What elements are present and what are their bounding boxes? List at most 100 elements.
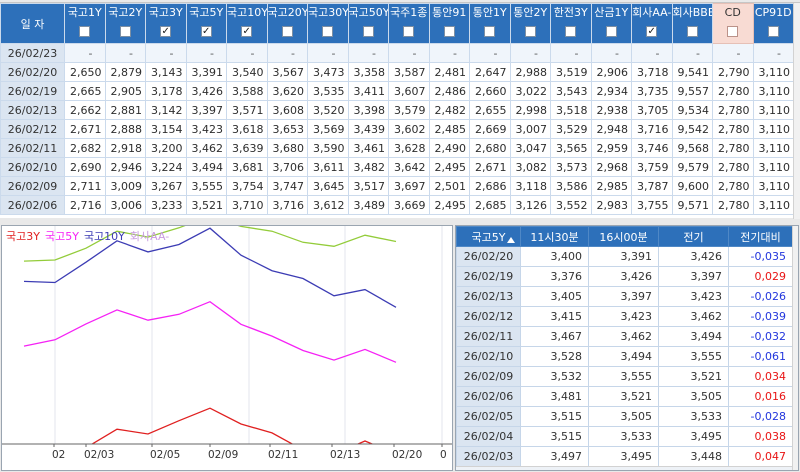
value-cell: 2,485 bbox=[428, 119, 470, 139]
column-header-CD[interactable]: CD bbox=[712, 3, 754, 44]
rate-table-vertical-scrollbar[interactable] bbox=[793, 3, 800, 219]
quote-row[interactable]: 26/02/06 3,481 3,521 3,505 0,016 bbox=[456, 386, 793, 407]
column-header-국주1종[interactable]: 국주1종 bbox=[388, 3, 430, 44]
column-checkbox[interactable]: ✓ bbox=[160, 25, 172, 37]
table-row[interactable]: 26/02/10 2,690 2,946 3,224 3,494 3,681 3,706 3,… bbox=[0, 157, 794, 177]
value-cell: 3,705 bbox=[631, 100, 673, 120]
column-checkbox[interactable] bbox=[605, 25, 617, 37]
quote-date-cell: 26/02/10 bbox=[456, 346, 521, 367]
column-checkbox[interactable]: ✓ bbox=[200, 25, 212, 37]
column-header-한전3Y[interactable]: 한전3Y bbox=[550, 3, 592, 44]
column-checkbox[interactable] bbox=[79, 25, 91, 37]
rate-table-panel: 일 자 국고1Y 국고2Y 국고3Y ✓ 국고5Y ✓ 국고10Y ✓ 국고20Y 국고30Y 국고5… bbox=[0, 2, 800, 219]
value-cell: 2,780 bbox=[712, 176, 754, 196]
column-checkbox[interactable] bbox=[403, 25, 415, 37]
checkbox-wrap bbox=[106, 21, 145, 41]
checkbox-wrap bbox=[551, 21, 590, 41]
quote-date-cell: 26/02/19 bbox=[456, 266, 521, 287]
column-header-CP91D[interactable]: CP91D bbox=[752, 3, 794, 44]
value-cell: 3,543 bbox=[550, 81, 592, 101]
quote-row[interactable]: 26/02/19 3,376 3,426 3,397 0,029 bbox=[456, 266, 793, 287]
quote-col-1130[interactable]: 11시30분 bbox=[520, 226, 589, 247]
column-header-회사BBB-[interactable]: 회사BBB- bbox=[671, 3, 713, 44]
column-checkbox[interactable] bbox=[281, 25, 293, 37]
value-cell: 2,934 bbox=[590, 81, 632, 101]
column-checkbox[interactable] bbox=[727, 25, 739, 37]
x-axis-label: 02/03 bbox=[84, 449, 114, 461]
column-checkbox[interactable] bbox=[767, 25, 779, 37]
table-row[interactable]: 26/02/11 2,682 2,918 3,200 3,462 3,639 3,680 3,… bbox=[0, 138, 794, 158]
value-cell: 3,567 bbox=[266, 62, 308, 82]
quote-row[interactable]: 26/02/20 3,400 3,391 3,426 -0,035 bbox=[456, 246, 793, 267]
quote-row[interactable]: 26/02/04 3,515 3,533 3,495 0,038 bbox=[456, 426, 793, 447]
column-header-국고10Y[interactable]: 국고10Y ✓ bbox=[226, 3, 268, 44]
column-checkbox[interactable]: ✓ bbox=[241, 25, 253, 37]
quote-table-vertical-scrollbar[interactable] bbox=[792, 226, 798, 470]
quote-change-cell: -0,061 bbox=[728, 346, 793, 367]
value-cell: - bbox=[428, 43, 470, 63]
quote-instrument-header[interactable]: 국고5Y bbox=[456, 226, 521, 247]
date-column-header[interactable]: 일 자 bbox=[0, 3, 65, 44]
quote-row[interactable]: 26/02/11 3,467 3,462 3,494 -0,032 bbox=[456, 326, 793, 347]
table-row[interactable]: 26/02/19 2,665 2,905 3,178 3,426 3,588 3,620 3,… bbox=[0, 81, 794, 101]
column-header-국고3Y[interactable]: 국고3Y ✓ bbox=[145, 3, 187, 44]
column-checkbox[interactable] bbox=[686, 25, 698, 37]
table-row[interactable]: 26/02/20 2,650 2,879 3,143 3,391 3,540 3,567 3,… bbox=[0, 62, 794, 82]
column-checkbox[interactable] bbox=[322, 25, 334, 37]
value-cell: 2,948 bbox=[590, 119, 632, 139]
quote-prev-cell: 3,495 bbox=[658, 426, 729, 447]
column-header-국고30Y[interactable]: 국고30Y bbox=[307, 3, 349, 44]
quote-1600-cell: 3,505 bbox=[588, 406, 659, 427]
checkbox-wrap bbox=[65, 21, 104, 41]
column-checkbox[interactable] bbox=[443, 25, 455, 37]
column-checkbox[interactable] bbox=[524, 25, 536, 37]
column-checkbox[interactable] bbox=[565, 25, 577, 37]
column-header-국고5Y[interactable]: 국고5Y ✓ bbox=[185, 3, 227, 44]
value-cell: 3,628 bbox=[388, 138, 430, 158]
column-checkbox[interactable]: ✓ bbox=[646, 25, 658, 37]
table-row[interactable]: 26/02/09 2,711 3,009 3,267 3,555 3,754 3,747 3,… bbox=[0, 176, 794, 196]
column-checkbox[interactable] bbox=[119, 25, 131, 37]
quote-row[interactable]: 26/02/13 3,405 3,397 3,423 -0,026 bbox=[456, 286, 793, 307]
quote-row[interactable]: 26/02/12 3,415 3,423 3,462 -0,039 bbox=[456, 306, 793, 327]
column-label: 국고1Y bbox=[67, 6, 102, 19]
quote-col-1600[interactable]: 16시00분 bbox=[588, 226, 659, 247]
value-cell: 3,529 bbox=[550, 119, 592, 139]
column-header-통안2Y[interactable]: 통안2Y bbox=[509, 3, 551, 44]
value-cell: 2,669 bbox=[469, 119, 511, 139]
quote-row[interactable]: 26/02/09 3,532 3,555 3,521 0,034 bbox=[456, 366, 793, 387]
quote-table-horizontal-scrollbar[interactable] bbox=[456, 466, 792, 470]
quote-1130-cell: 3,532 bbox=[520, 366, 589, 387]
quote-col-change[interactable]: 전기대비 bbox=[728, 226, 793, 247]
column-header-국고20Y[interactable]: 국고20Y bbox=[266, 3, 308, 44]
value-cell: 3,517 bbox=[347, 176, 389, 196]
table-row[interactable]: 26/02/13 2,662 2,881 3,142 3,397 3,571 3,608 3,… bbox=[0, 100, 794, 120]
column-header-국고1Y[interactable]: 국고1Y bbox=[64, 3, 106, 44]
quote-date-cell: 26/02/12 bbox=[456, 306, 521, 327]
column-header-통안1Y[interactable]: 통안1Y bbox=[469, 3, 511, 44]
column-header-산금1Y[interactable]: 산금1Y bbox=[590, 3, 632, 44]
quote-row[interactable]: 26/02/10 3,528 3,494 3,555 -0,061 bbox=[456, 346, 793, 367]
value-cell: 2,481 bbox=[428, 62, 470, 82]
quote-1130-cell: 3,497 bbox=[520, 446, 589, 467]
sort-ascending-icon bbox=[507, 237, 515, 243]
quote-row[interactable]: 26/02/05 3,515 3,505 3,533 -0,028 bbox=[456, 406, 793, 427]
value-cell: 3,423 bbox=[185, 119, 227, 139]
column-checkbox[interactable] bbox=[362, 25, 374, 37]
column-checkbox[interactable] bbox=[484, 25, 496, 37]
quote-prev-cell: 3,397 bbox=[658, 266, 729, 287]
quote-col-prev[interactable]: 전기 bbox=[658, 226, 729, 247]
column-label: 국고2Y bbox=[108, 6, 143, 19]
value-cell: - bbox=[509, 43, 551, 63]
value-cell: 2,879 bbox=[104, 62, 146, 82]
column-header-국고2Y[interactable]: 국고2Y bbox=[104, 3, 146, 44]
table-row[interactable]: 26/02/12 2,671 2,888 3,154 3,423 3,618 3,653 3,… bbox=[0, 119, 794, 139]
table-row[interactable]: 26/02/06 2,716 3,006 3,233 3,521 3,710 3,716 3,… bbox=[0, 195, 794, 215]
column-header-회사AA-[interactable]: 회사AA- ✓ bbox=[631, 3, 673, 44]
column-header-국고50Y[interactable]: 국고50Y bbox=[347, 3, 389, 44]
table-row[interactable]: 26/02/23- - - - - - - - - - - - - - - - - - bbox=[0, 43, 794, 63]
value-cell: 2,905 bbox=[104, 81, 146, 101]
value-cell: 3,747 bbox=[266, 176, 308, 196]
quote-row[interactable]: 26/02/03 3,497 3,495 3,448 0,047 bbox=[456, 446, 793, 467]
column-header-통안91[interactable]: 통안91 bbox=[428, 3, 470, 44]
